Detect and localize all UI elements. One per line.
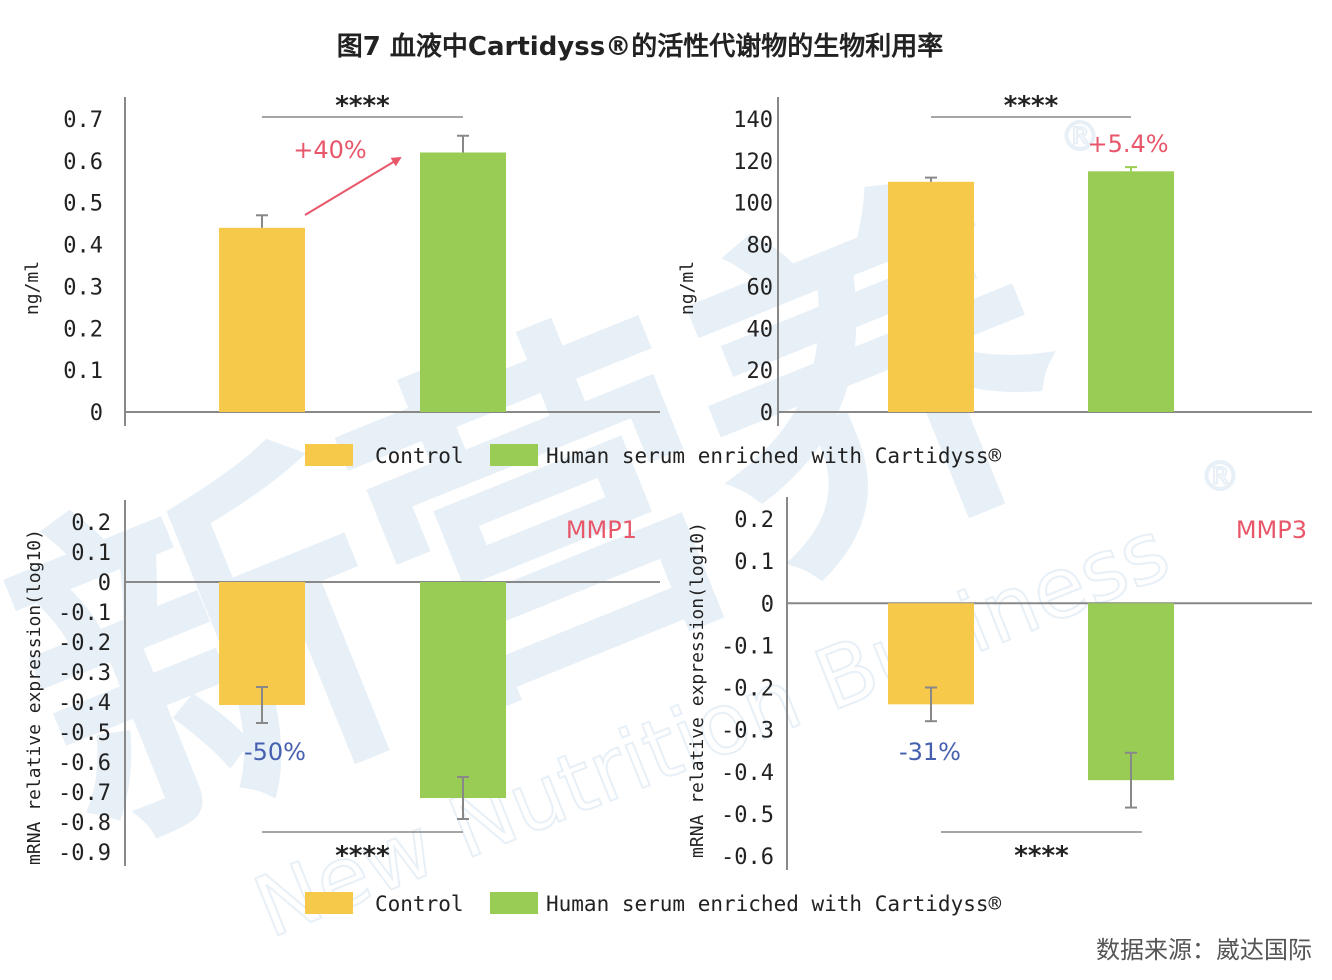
y-tick-label: -0.4 (58, 691, 111, 716)
y-tick-label: 0.7 (63, 108, 103, 133)
legend-swatch-treated (490, 444, 538, 466)
y-tick-label: 0 (90, 401, 103, 426)
y-tick-label: 0 (760, 401, 773, 426)
y-tick-label: 0.4 (63, 234, 103, 259)
change-annotation: +40% (293, 136, 366, 164)
y-axis-label: mRNA relative expression(log10) (687, 522, 708, 858)
y-tick-label: 0.3 (63, 275, 103, 300)
y-tick-label: -0.9 (58, 841, 111, 866)
bar-treated (1088, 603, 1174, 781)
y-tick-label: -0.2 (58, 631, 111, 656)
y-tick-label: -0.7 (58, 781, 111, 806)
y-tick-label: 20 (747, 359, 774, 384)
y-tick-label: -0.6 (58, 751, 111, 776)
y-tick-label: 0.2 (63, 317, 103, 342)
y-tick-label: 0.1 (63, 359, 103, 384)
significance-label: **** (1004, 91, 1059, 121)
legend-label-control: Control (375, 892, 464, 916)
panel-label: MMP1 (566, 516, 637, 544)
bar-control (219, 582, 305, 705)
legend-swatch-control (305, 444, 353, 466)
significance-label: **** (335, 91, 390, 121)
y-tick-label: -0.1 (58, 601, 111, 626)
y-tick-label: 0.6 (63, 150, 103, 175)
significance-label: **** (1014, 841, 1069, 871)
y-tick-label: 0.1 (734, 550, 774, 575)
legend-label-treated: Human serum enriched with Cartidyss® (546, 444, 1002, 468)
chart-panel-top-left: 0 0.1 0.2 0.3 0.4 0.5 0.6 0.7 ng/ml **** +40% (22, 91, 660, 426)
y-axis-label: mRNA relative expression(log10) (24, 529, 45, 865)
y-tick-label: 80 (747, 234, 774, 259)
y-tick-label: -0.5 (721, 803, 774, 828)
change-annotation: +5.4% (1087, 130, 1168, 158)
panel-label: MMP3 (1236, 516, 1307, 544)
y-tick-label: -0.3 (58, 661, 111, 686)
bar-treated (420, 582, 506, 798)
y-tick-label: 0.2 (734, 508, 774, 533)
y-tick-label: 0 (98, 571, 111, 596)
y-tick-label: 60 (747, 275, 774, 300)
significance-label: **** (335, 841, 390, 871)
increase-arrow (304, 156, 402, 216)
legend-bottom: Control Human serum enriched with Cartid… (305, 892, 1002, 916)
y-tick-label: 100 (733, 192, 773, 217)
watermark-registered: ® (1200, 454, 1240, 500)
y-tick-label: -0.2 (721, 677, 774, 702)
y-axis-label: ng/ml (22, 261, 43, 315)
y-tick-label: 120 (733, 150, 773, 175)
watermark-registered-2: ® (1060, 114, 1100, 160)
legend-label-treated: Human serum enriched with Cartidyss® (546, 892, 1002, 916)
y-tick-label: 0.5 (63, 192, 103, 217)
change-annotation: -31% (899, 738, 961, 766)
legend-label-control: Control (375, 444, 464, 468)
y-tick-label: -0.3 (721, 719, 774, 744)
figure-title: 图7 血液中Cartidyss®的活性代谢物的生物利用率 (337, 31, 943, 62)
y-tick-label: -0.5 (58, 721, 111, 746)
source-note: 数据来源：崴达国际 (1096, 936, 1312, 964)
y-tick-label: 140 (733, 108, 773, 133)
legend-swatch-treated (490, 892, 538, 914)
y-tick-label: 0.1 (71, 541, 111, 566)
bar-treated (1088, 171, 1174, 412)
change-annotation: -50% (244, 738, 306, 766)
y-tick-label: 0 (761, 592, 774, 617)
legend-swatch-control (305, 892, 353, 914)
bar-control (219, 227, 305, 412)
y-tick-label: -0.6 (721, 845, 774, 870)
y-tick-label: -0.1 (721, 634, 774, 659)
y-tick-label: -0.8 (58, 811, 111, 836)
legend-top: Control Human serum enriched with Cartid… (305, 444, 1002, 468)
y-tick-label: -0.4 (721, 761, 774, 786)
y-axis-label: ng/ml (677, 261, 698, 315)
chart-panel-bottom-left: 0.2 0.1 0 -0.1 -0.2 -0.3 -0.4 -0.5 -0.6 -0.7 -0.8 -… (24, 500, 660, 871)
chart-panel-bottom-right: 0.2 0.1 0 -0.1 -0.2 -0.3 -0.4 -0.5 -0.6 mRNA rela… (687, 497, 1312, 871)
y-tick-label: 0.2 (71, 511, 111, 536)
chart-panel-top-right: 0 20 40 60 80 100 120 140 ng/ml **** +5.4% (677, 91, 1312, 426)
bar-control (888, 181, 974, 412)
bar-treated (420, 152, 506, 412)
y-tick-label: 40 (747, 317, 774, 342)
